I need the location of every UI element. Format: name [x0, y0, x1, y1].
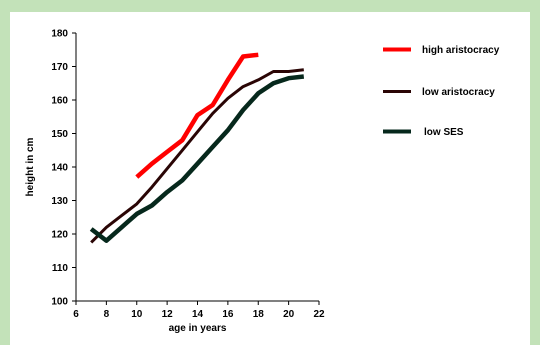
x-tick-label: 14: [192, 309, 204, 320]
legend-label-low-aristocracy: low aristocracy: [422, 87, 495, 98]
x-axis-title: age in years: [169, 323, 227, 334]
y-tick-label: 180: [51, 29, 68, 40]
legend-label-high-aristocracy: high aristocracy: [422, 45, 500, 56]
axes: 100 110 120 130 140 150 160 170 180 6 8 10 12 14 16 18…: [25, 29, 325, 335]
x-tick-label: 6: [73, 309, 79, 320]
x-tick-label: 12: [162, 309, 174, 320]
x-axis-ticks: 6 8 10 12 14 16 18 20 22: [73, 301, 325, 320]
series-lines: [89, 52, 305, 244]
legend-item-low-aristocracy: low aristocracy: [383, 87, 495, 98]
series-line-low-aristocracy: [90, 68, 304, 244]
x-tick-label: 18: [253, 309, 265, 320]
y-tick-label: 120: [51, 230, 68, 241]
series-line-high-aristocracy: [135, 52, 259, 179]
y-tick-label: 100: [51, 297, 68, 308]
x-tick-label: 22: [313, 309, 325, 320]
y-axis-ticks: 100 110 120 130 140 150 160 170 180: [51, 29, 76, 308]
y-tick-label: 150: [51, 129, 68, 140]
series-line-low-ses: [89, 74, 305, 243]
y-tick-label: 130: [51, 196, 68, 207]
legend: high aristocracy low aristocracy low SES: [383, 45, 500, 138]
y-tick-label: 110: [52, 263, 69, 274]
x-tick-label: 16: [222, 309, 234, 320]
x-tick-label: 10: [131, 309, 143, 320]
legend-item-low-ses: low SES: [383, 127, 464, 138]
line-chart: 100 110 120 130 140 150 160 170 180 6 8 10 12 14 16 18…: [25, 29, 500, 335]
legend-label-low-ses: low SES: [424, 127, 464, 138]
y-axis-title: height in cm: [25, 137, 36, 196]
legend-item-high-aristocracy: high aristocracy: [383, 45, 500, 56]
y-tick-label: 170: [51, 62, 68, 73]
x-tick-label: 20: [283, 309, 295, 320]
y-tick-label: 160: [51, 96, 68, 107]
chart-panel: 100 110 120 130 140 150 160 170 180 6 8 10 12 14 16 18…: [10, 12, 530, 345]
x-tick-label: 8: [104, 309, 110, 320]
y-tick-label: 140: [51, 163, 68, 174]
